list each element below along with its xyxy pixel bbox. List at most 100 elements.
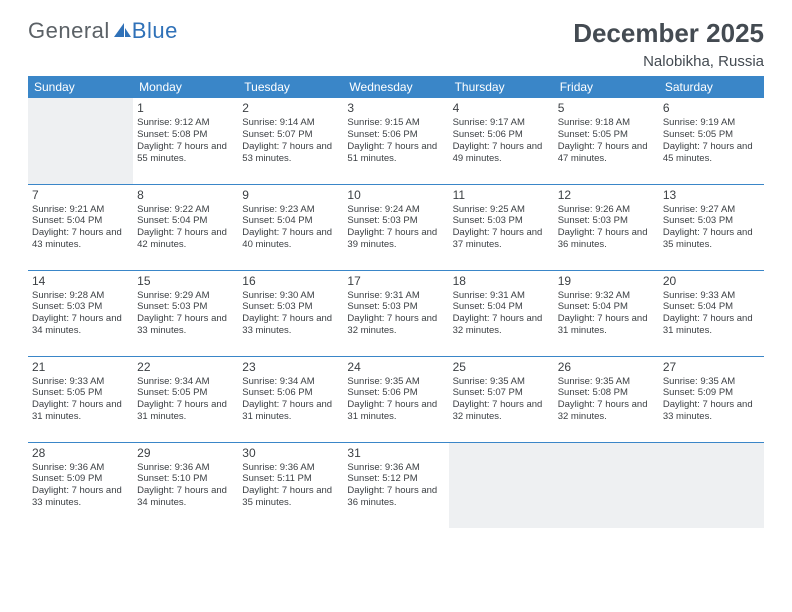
sunset-line: Sunset: 5:03 PM <box>347 215 444 227</box>
day-number: 23 <box>242 360 339 375</box>
sunrise-line: Sunrise: 9:17 AM <box>453 117 550 129</box>
calendar-cell: 6Sunrise: 9:19 AMSunset: 5:05 PMDaylight… <box>659 98 764 184</box>
day-number: 13 <box>663 188 760 203</box>
day-number: 21 <box>32 360 129 375</box>
daylight-line: Daylight: 7 hours and 34 minutes. <box>32 313 129 337</box>
day-number: 27 <box>663 360 760 375</box>
sunset-line: Sunset: 5:03 PM <box>242 301 339 313</box>
topbar: General Blue December 2025 Nalobikha, Ru… <box>28 18 764 70</box>
daylight-line: Daylight: 7 hours and 42 minutes. <box>137 227 234 251</box>
calendar-cell: 3Sunrise: 9:15 AMSunset: 5:06 PMDaylight… <box>343 98 448 184</box>
calendar-head: Sunday Monday Tuesday Wednesday Thursday… <box>28 76 764 98</box>
daylight-line: Daylight: 7 hours and 31 minutes. <box>347 399 444 423</box>
day-number: 29 <box>137 446 234 461</box>
calendar-cell: 31Sunrise: 9:36 AMSunset: 5:12 PMDayligh… <box>343 442 448 528</box>
sunrise-line: Sunrise: 9:36 AM <box>242 462 339 474</box>
day-number: 19 <box>558 274 655 289</box>
sunset-line: Sunset: 5:09 PM <box>32 473 129 485</box>
day-number: 16 <box>242 274 339 289</box>
sunset-line: Sunset: 5:04 PM <box>32 215 129 227</box>
daylight-line: Daylight: 7 hours and 47 minutes. <box>558 141 655 165</box>
calendar-cell: 15Sunrise: 9:29 AMSunset: 5:03 PMDayligh… <box>133 270 238 356</box>
calendar-cell <box>449 442 554 528</box>
day-number: 9 <box>242 188 339 203</box>
brand-logo: General Blue <box>28 18 178 44</box>
calendar-page: General Blue December 2025 Nalobikha, Ru… <box>0 0 792 538</box>
sunset-line: Sunset: 5:06 PM <box>453 129 550 141</box>
sunrise-line: Sunrise: 9:35 AM <box>347 376 444 388</box>
day-number: 2 <box>242 101 339 116</box>
sunset-line: Sunset: 5:05 PM <box>137 387 234 399</box>
day-number: 12 <box>558 188 655 203</box>
weekday-monday: Monday <box>133 76 238 98</box>
sunset-line: Sunset: 5:03 PM <box>453 215 550 227</box>
sunrise-line: Sunrise: 9:26 AM <box>558 204 655 216</box>
daylight-line: Daylight: 7 hours and 33 minutes. <box>663 399 760 423</box>
daylight-line: Daylight: 7 hours and 51 minutes. <box>347 141 444 165</box>
calendar-cell: 4Sunrise: 9:17 AMSunset: 5:06 PMDaylight… <box>449 98 554 184</box>
sunrise-line: Sunrise: 9:18 AM <box>558 117 655 129</box>
daylight-line: Daylight: 7 hours and 43 minutes. <box>32 227 129 251</box>
daylight-line: Daylight: 7 hours and 36 minutes. <box>347 485 444 509</box>
daylight-line: Daylight: 7 hours and 31 minutes. <box>663 313 760 337</box>
sunrise-line: Sunrise: 9:25 AM <box>453 204 550 216</box>
sunset-line: Sunset: 5:08 PM <box>558 387 655 399</box>
day-number: 1 <box>137 101 234 116</box>
sunrise-line: Sunrise: 9:22 AM <box>137 204 234 216</box>
daylight-line: Daylight: 7 hours and 34 minutes. <box>137 485 234 509</box>
sunrise-line: Sunrise: 9:33 AM <box>663 290 760 302</box>
day-number: 8 <box>137 188 234 203</box>
sunset-line: Sunset: 5:08 PM <box>137 129 234 141</box>
daylight-line: Daylight: 7 hours and 40 minutes. <box>242 227 339 251</box>
daylight-line: Daylight: 7 hours and 32 minutes. <box>453 313 550 337</box>
calendar-cell: 27Sunrise: 9:35 AMSunset: 5:09 PMDayligh… <box>659 356 764 442</box>
calendar-cell: 22Sunrise: 9:34 AMSunset: 5:05 PMDayligh… <box>133 356 238 442</box>
sunset-line: Sunset: 5:12 PM <box>347 473 444 485</box>
weekday-sunday: Sunday <box>28 76 133 98</box>
sunset-line: Sunset: 5:04 PM <box>242 215 339 227</box>
sunrise-line: Sunrise: 9:34 AM <box>137 376 234 388</box>
day-number: 30 <box>242 446 339 461</box>
title-area: December 2025 Nalobikha, Russia <box>573 18 764 70</box>
day-number: 31 <box>347 446 444 461</box>
sunrise-line: Sunrise: 9:29 AM <box>137 290 234 302</box>
daylight-line: Daylight: 7 hours and 33 minutes. <box>137 313 234 337</box>
sunrise-line: Sunrise: 9:30 AM <box>242 290 339 302</box>
sunrise-line: Sunrise: 9:12 AM <box>137 117 234 129</box>
calendar-cell: 17Sunrise: 9:31 AMSunset: 5:03 PMDayligh… <box>343 270 448 356</box>
day-number: 14 <box>32 274 129 289</box>
sunrise-line: Sunrise: 9:15 AM <box>347 117 444 129</box>
daylight-line: Daylight: 7 hours and 55 minutes. <box>137 141 234 165</box>
sunset-line: Sunset: 5:03 PM <box>137 301 234 313</box>
sunrise-line: Sunrise: 9:19 AM <box>663 117 760 129</box>
calendar-cell: 2Sunrise: 9:14 AMSunset: 5:07 PMDaylight… <box>238 98 343 184</box>
sunset-line: Sunset: 5:09 PM <box>663 387 760 399</box>
sunset-line: Sunset: 5:03 PM <box>32 301 129 313</box>
daylight-line: Daylight: 7 hours and 32 minutes. <box>453 399 550 423</box>
calendar-cell <box>28 98 133 184</box>
sunset-line: Sunset: 5:04 PM <box>558 301 655 313</box>
day-number: 17 <box>347 274 444 289</box>
calendar-cell: 13Sunrise: 9:27 AMSunset: 5:03 PMDayligh… <box>659 184 764 270</box>
calendar-cell: 11Sunrise: 9:25 AMSunset: 5:03 PMDayligh… <box>449 184 554 270</box>
sunrise-line: Sunrise: 9:33 AM <box>32 376 129 388</box>
day-number: 26 <box>558 360 655 375</box>
day-number: 22 <box>137 360 234 375</box>
sunrise-line: Sunrise: 9:35 AM <box>663 376 760 388</box>
day-number: 7 <box>32 188 129 203</box>
daylight-line: Daylight: 7 hours and 32 minutes. <box>558 399 655 423</box>
sunrise-line: Sunrise: 9:23 AM <box>242 204 339 216</box>
daylight-line: Daylight: 7 hours and 31 minutes. <box>32 399 129 423</box>
sunset-line: Sunset: 5:10 PM <box>137 473 234 485</box>
calendar-cell: 20Sunrise: 9:33 AMSunset: 5:04 PMDayligh… <box>659 270 764 356</box>
calendar-cell: 28Sunrise: 9:36 AMSunset: 5:09 PMDayligh… <box>28 442 133 528</box>
sunrise-line: Sunrise: 9:36 AM <box>32 462 129 474</box>
calendar-cell: 23Sunrise: 9:34 AMSunset: 5:06 PMDayligh… <box>238 356 343 442</box>
sunset-line: Sunset: 5:05 PM <box>32 387 129 399</box>
calendar-week-row: 28Sunrise: 9:36 AMSunset: 5:09 PMDayligh… <box>28 442 764 528</box>
sunset-line: Sunset: 5:04 PM <box>663 301 760 313</box>
day-number: 10 <box>347 188 444 203</box>
sunset-line: Sunset: 5:07 PM <box>242 129 339 141</box>
calendar-cell: 19Sunrise: 9:32 AMSunset: 5:04 PMDayligh… <box>554 270 659 356</box>
daylight-line: Daylight: 7 hours and 31 minutes. <box>137 399 234 423</box>
